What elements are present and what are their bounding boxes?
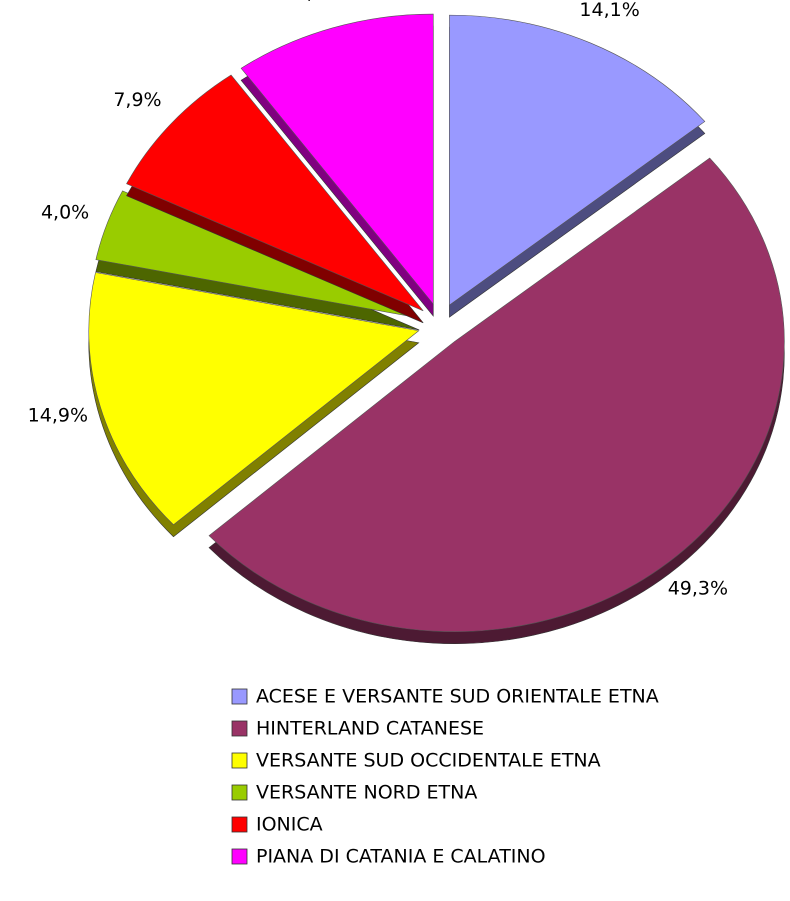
slice-top: [208, 157, 785, 632]
legend-label: PIANA DI CATANIA E CALATINO: [256, 846, 546, 868]
slice-top: [88, 272, 420, 526]
slice: [240, 13, 434, 317]
legend-label: IONICA: [256, 814, 323, 836]
legend-label: HINTERLAND CATANESE: [256, 718, 484, 740]
legend-label: VERSANTE NORD ETNA: [256, 782, 477, 804]
slice: [126, 74, 424, 324]
value-label: 14,9%: [28, 405, 88, 427]
legend-swatch: [231, 688, 248, 705]
legend-swatch: [231, 848, 248, 865]
legend-swatch: [231, 816, 248, 833]
value-label: 14,1%: [579, 0, 639, 21]
legend-swatch: [231, 720, 248, 737]
value-label: 7,9%: [113, 89, 161, 111]
legend-label: ACESE E VERSANTE SUD ORIENTALE ETNA: [256, 686, 659, 708]
slice-top: [240, 13, 434, 305]
value-label: 4,0%: [41, 201, 89, 223]
value-label: 49,3%: [668, 578, 728, 600]
legend-swatch: [231, 752, 248, 769]
legend-swatch: [231, 784, 248, 801]
slice: [88, 272, 420, 538]
value-label: 9,9%: [295, 0, 343, 4]
slice-top: [126, 74, 424, 312]
legend-label: VERSANTE SUD OCCIDENTALE ETNA: [256, 750, 601, 772]
slice: [208, 157, 785, 644]
slice: [449, 14, 706, 318]
slice-top: [449, 14, 706, 306]
